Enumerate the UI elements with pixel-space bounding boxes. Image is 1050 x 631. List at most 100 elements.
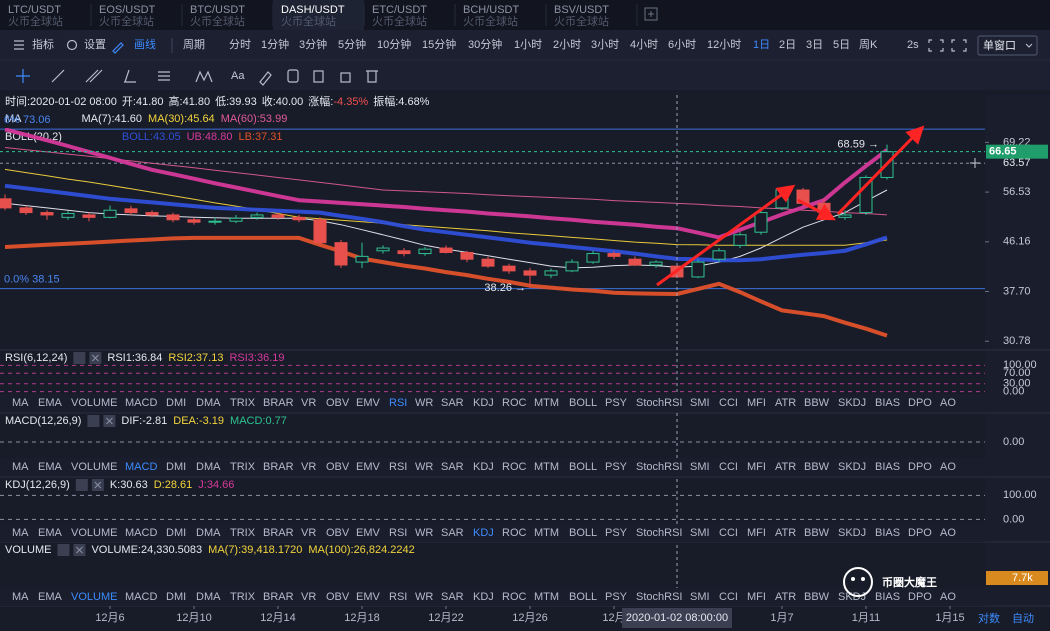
indicator-menu-item[interactable]: ATR xyxy=(775,397,796,409)
indicator-menu-item[interactable]: StochRSI xyxy=(636,527,682,539)
indicator-menu-item[interactable]: MACD xyxy=(125,527,157,539)
indicator-menu-item[interactable]: SMI xyxy=(690,527,710,539)
indicator-menu-item[interactable]: BOLL xyxy=(569,527,597,539)
period-button[interactable]: 周K xyxy=(859,38,878,51)
period-button[interactable]: 2小时 xyxy=(553,38,581,51)
indicator-menu-item[interactable]: BOLL xyxy=(569,461,597,473)
pencil-icon[interactable] xyxy=(112,42,124,54)
line-tool[interactable] xyxy=(51,69,65,83)
tab-pair[interactable]: BTC/USDT xyxy=(190,4,245,16)
ruler-tool[interactable] xyxy=(259,71,272,86)
indicator-menu-item[interactable]: ROC xyxy=(502,461,527,473)
indicator-menu-item[interactable]: DPO xyxy=(908,461,932,473)
indicator-menu-item[interactable]: BBW xyxy=(804,461,830,473)
indicator-menu-item[interactable]: BIAS xyxy=(875,461,900,473)
indicator-menu-item[interactable]: EMV xyxy=(356,397,381,409)
indicator-menu-item[interactable]: BIAS xyxy=(875,591,900,603)
indicator-menu-item[interactable]: EMA xyxy=(38,591,63,603)
text-tool[interactable]: Aa xyxy=(231,70,245,82)
indicator-menu-item[interactable]: MACD xyxy=(125,397,157,409)
indicator-menu-item[interactable]: AO xyxy=(940,527,956,539)
indicator-menu-item[interactable]: DMI xyxy=(166,527,186,539)
tab-pair[interactable]: BCH/USDT xyxy=(463,4,520,16)
indicator-menu-item[interactable]: MACD xyxy=(125,461,157,473)
indicator-menu-item[interactable]: MFI xyxy=(747,527,766,539)
indicator-menu-item[interactable]: MA xyxy=(12,397,29,409)
indicator-menu-item[interactable]: EMV xyxy=(356,591,381,603)
indicator-menu-item[interactable]: BBW xyxy=(804,527,830,539)
indicator-menu-item[interactable]: OBV xyxy=(326,591,350,603)
period-button[interactable]: 5日 xyxy=(833,39,850,51)
indicator-menu-item[interactable]: WR xyxy=(415,397,433,409)
tab-pair[interactable]: EOS/USDT xyxy=(99,4,156,16)
period-button[interactable]: 3分钟 xyxy=(299,37,327,51)
indicator-menu-item[interactable]: TRIX xyxy=(230,397,256,409)
indicator-menu-item[interactable]: StochRSI xyxy=(636,397,682,409)
channel-tool[interactable] xyxy=(85,69,103,83)
toolbar-button[interactable]: 指标 xyxy=(32,37,54,51)
indicator-menu-item[interactable]: DMI xyxy=(166,397,186,409)
indicator-menu-item[interactable]: RSI xyxy=(389,461,407,473)
panel-settings[interactable] xyxy=(87,415,100,427)
indicator-menu-item[interactable]: ROC xyxy=(502,527,527,539)
indicator-menu-item[interactable]: BRAR xyxy=(263,397,294,409)
indicator-menu-item[interactable]: PSY xyxy=(605,461,628,473)
delete-tool[interactable] xyxy=(366,70,378,83)
indicator-menu-item[interactable]: TRIX xyxy=(230,461,256,473)
indicator-menu-item[interactable]: DMA xyxy=(196,461,221,473)
indicator-menu-item[interactable]: WR xyxy=(415,461,433,473)
period-button[interactable]: 1日 xyxy=(753,39,770,51)
period-button[interactable]: 6小时 xyxy=(668,38,696,51)
indicator-menu-item[interactable]: DPO xyxy=(908,591,932,603)
footer-button[interactable]: 自动 xyxy=(1012,612,1034,625)
tab-pair[interactable]: BSV/USDT xyxy=(554,4,609,16)
indicator-menu-item[interactable]: VR xyxy=(301,591,316,603)
indicator-menu-item[interactable]: WR xyxy=(415,527,433,539)
period-button[interactable]: 12小时 xyxy=(707,38,741,51)
indicator-menu-item[interactable]: MFI xyxy=(747,591,766,603)
indicator-menu-item[interactable]: BOLL xyxy=(569,397,597,409)
indicator-menu-item[interactable]: RSI xyxy=(389,527,407,539)
panel-settings[interactable] xyxy=(57,544,70,556)
indicator-menu-item[interactable]: MA xyxy=(12,527,29,539)
indicator-menu-item[interactable]: MTM xyxy=(534,527,559,539)
refresh-button[interactable]: 2s xyxy=(907,39,919,51)
indicator-menu-item[interactable]: BRAR xyxy=(263,591,294,603)
period-button[interactable]: 2日 xyxy=(779,39,796,51)
indicator-menu-item[interactable]: SAR xyxy=(441,527,464,539)
indicator-menu-item[interactable]: AO xyxy=(940,591,956,603)
indicator-menu-item[interactable]: EMA xyxy=(38,397,63,409)
indicator-menu-item[interactable]: BIAS xyxy=(875,397,900,409)
indicator-menu-item[interactable]: WR xyxy=(415,591,433,603)
indicator-menu-item[interactable]: MFI xyxy=(747,397,766,409)
indicator-menu-item[interactable]: VOLUME xyxy=(71,591,117,603)
indicator-menu-item[interactable]: VR xyxy=(301,461,316,473)
toolbar-button[interactable]: 设置 xyxy=(84,38,106,51)
indicator-menu-item[interactable]: ATR xyxy=(775,461,796,473)
indicator-menu-item[interactable]: PSY xyxy=(605,527,628,539)
indicator-menu-item[interactable]: VOLUME xyxy=(71,397,117,409)
footer-button[interactable]: 对数 xyxy=(978,611,1000,625)
wave-tool[interactable] xyxy=(195,70,213,83)
indicator-menu-item[interactable]: VOLUME xyxy=(71,527,117,539)
indicator-menu-item[interactable]: DMA xyxy=(196,527,221,539)
gear-icon[interactable] xyxy=(66,39,78,51)
indicator-menu-item[interactable]: SMI xyxy=(690,591,710,603)
indicator-menu-item[interactable]: ATR xyxy=(775,527,796,539)
period-button[interactable]: 1分钟 xyxy=(261,37,289,51)
indicator-menu-item[interactable]: BOLL xyxy=(569,591,597,603)
indicator-menu-item[interactable]: MA xyxy=(12,461,29,473)
window-select[interactable] xyxy=(977,35,1038,56)
indicator-menu-item[interactable]: BIAS xyxy=(875,527,900,539)
tab-pair[interactable]: DASH/USDT xyxy=(281,4,345,16)
indicator-menu-item[interactable]: DMA xyxy=(196,397,221,409)
indicator-menu-item[interactable]: CCI xyxy=(719,397,738,409)
indicator-menu-item[interactable]: SAR xyxy=(441,461,464,473)
indicator-menu-item[interactable]: EMV xyxy=(356,527,381,539)
indicator-menu-item[interactable]: CCI xyxy=(719,461,738,473)
expand-icon[interactable] xyxy=(951,39,967,52)
fib-tool[interactable] xyxy=(158,71,170,81)
indicator-menu-item[interactable]: EMV xyxy=(356,461,381,473)
indicator-menu-item[interactable]: SKDJ xyxy=(838,461,866,473)
indicator-menu-item[interactable]: BRAR xyxy=(263,527,294,539)
